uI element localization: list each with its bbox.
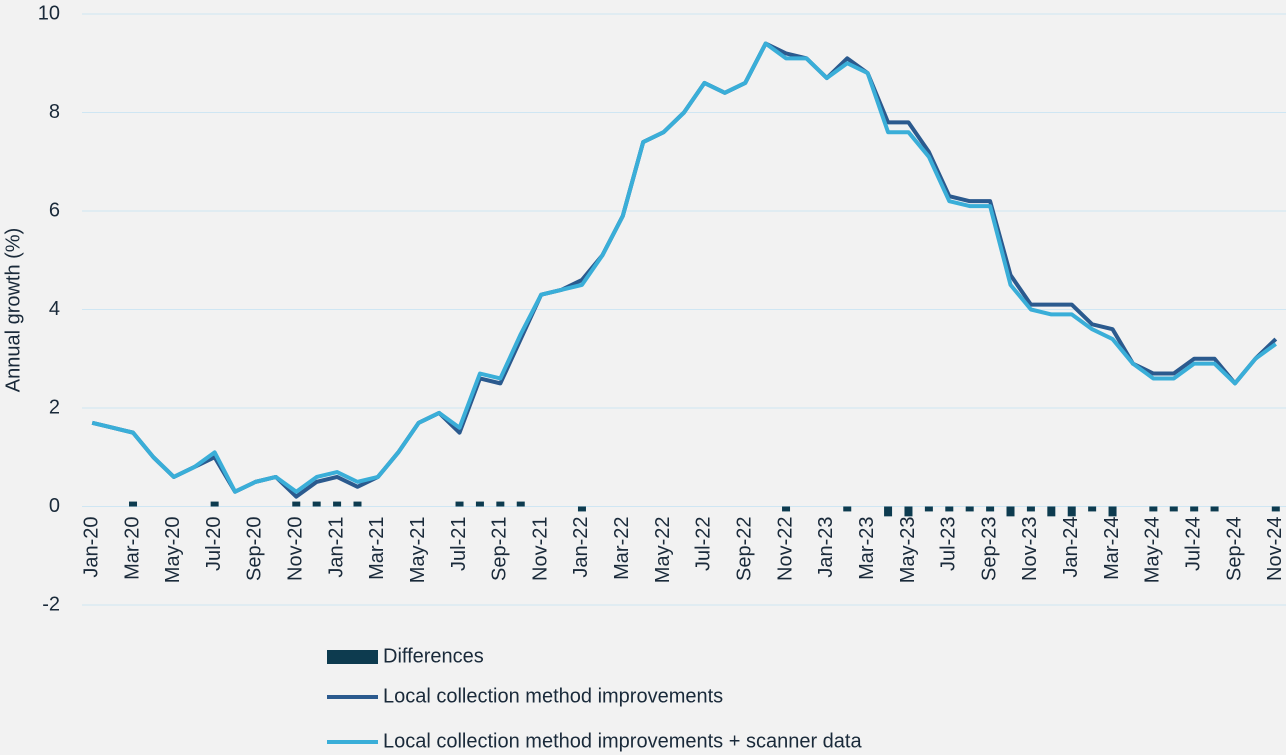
y-tick-label: 4: [49, 298, 60, 320]
x-tick-label: May-22: [652, 517, 674, 584]
bar: [884, 506, 893, 517]
bar: [129, 501, 138, 507]
x-tick-label: Mar-24: [1101, 517, 1123, 580]
y-tick-label: 2: [49, 396, 60, 418]
x-tick-label: Mar-23: [856, 517, 878, 580]
x-tick-label: Jan-23: [815, 517, 837, 578]
x-tick-label: Sep-22: [734, 517, 756, 582]
x-tick-label: Sep-20: [244, 517, 266, 582]
x-tick-label: Jan-21: [325, 517, 347, 578]
y-tick-label: 0: [49, 495, 60, 517]
bar: [475, 501, 484, 507]
x-tick-label: Nov-21: [529, 517, 551, 581]
x-tick-label: Nov-24: [1264, 517, 1286, 581]
legend-label: Local collection method improvements: [383, 685, 723, 707]
bar: [1149, 506, 1158, 512]
bar: [1047, 506, 1056, 517]
bar: [782, 506, 791, 512]
x-tick-label: Jul-21: [448, 517, 470, 571]
y-tick-label: 8: [49, 101, 60, 123]
legend-swatch: [327, 650, 378, 664]
bar: [1108, 506, 1117, 517]
x-tick-label: Nov-20: [285, 517, 307, 581]
y-tick-label: 6: [49, 199, 60, 221]
y-axis-label: Annual growth (%): [2, 228, 24, 393]
bar: [496, 501, 505, 507]
x-tick-label: May-23: [897, 517, 919, 584]
x-tick-label: Jan-22: [570, 517, 592, 578]
x-tick-label: Mar-20: [121, 517, 143, 580]
bar: [986, 506, 995, 512]
x-tick-label: Jan-24: [1060, 517, 1082, 578]
x-tick-label: Sep-21: [489, 517, 511, 582]
x-tick-label: May-20: [162, 517, 184, 584]
bar: [945, 506, 954, 512]
x-tick-label: Jul-24: [1182, 517, 1204, 571]
legend-label: Local collection method improvements + s…: [383, 730, 862, 752]
x-tick-label: Jul-22: [693, 517, 715, 571]
x-tick-label: Jan-20: [80, 517, 102, 578]
x-tick-label: Sep-23: [978, 517, 1000, 582]
bar: [1210, 506, 1219, 512]
bar: [1088, 506, 1097, 512]
bar: [1026, 506, 1035, 512]
bar: [312, 501, 321, 507]
x-tick-label: Jul-23: [938, 517, 960, 571]
legend-label: Differences: [383, 645, 484, 667]
x-tick-label: Jul-20: [203, 517, 225, 571]
y-tick-label: 10: [38, 2, 60, 24]
x-tick-label: May-24: [1142, 517, 1164, 584]
bar: [210, 501, 219, 507]
x-tick-label: Nov-23: [1019, 517, 1041, 581]
bar: [353, 501, 362, 507]
bar: [1169, 506, 1178, 512]
bar: [292, 501, 301, 507]
x-tick-label: Nov-22: [774, 517, 796, 581]
bar: [455, 501, 464, 507]
x-tick-label: Mar-22: [611, 517, 633, 580]
bar: [843, 506, 852, 512]
bar: [1271, 506, 1280, 512]
bar: [904, 506, 913, 517]
x-tick-label: Mar-21: [366, 517, 388, 580]
x-tick-label: Sep-24: [1223, 517, 1245, 582]
bar: [924, 506, 933, 512]
bar: [965, 506, 974, 512]
bar: [1006, 506, 1015, 517]
bar: [1190, 506, 1199, 512]
bar: [516, 501, 525, 507]
line: [91, 41, 1277, 494]
y-tick-label: -2: [42, 593, 60, 615]
bar: [577, 506, 586, 512]
x-tick-label: May-21: [407, 517, 429, 584]
bar: [333, 501, 342, 507]
bar: [1067, 506, 1076, 517]
